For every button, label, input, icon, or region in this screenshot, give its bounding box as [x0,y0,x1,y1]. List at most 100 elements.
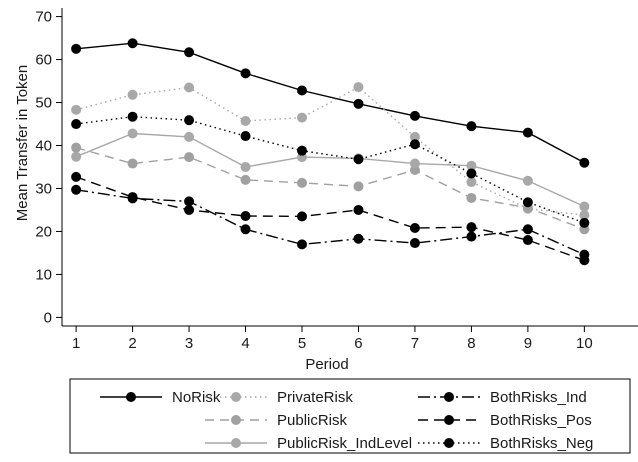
y-axis-label: Mean Transfer in Token [14,65,31,221]
data-point [71,151,82,162]
legend-swatch-marker [231,392,241,402]
legend-swatch-marker [444,392,454,402]
data-point [579,255,590,266]
y-tick-label: 40 [35,138,52,155]
data-point [240,210,251,221]
data-point [240,224,251,235]
x-tick-label: 9 [524,335,532,352]
data-point [184,82,195,93]
x-tick-label: 3 [185,335,193,352]
data-point [71,119,82,130]
data-point [409,131,420,142]
data-point [71,43,82,54]
x-tick-label: 7 [411,335,419,352]
legend-item: BothRisks_Ind [418,389,587,406]
x-tick-label: 1 [72,335,80,352]
legend-label: BothRisks_Ind [490,389,587,406]
series-line [75,147,585,230]
data-point [127,128,138,139]
series-line [75,86,585,216]
data-point [184,47,195,58]
data-point [522,235,533,246]
data-point [466,222,477,233]
y-tick-label: 60 [35,52,52,69]
data-point [297,211,307,222]
series-BothRisks_Pos [71,171,590,266]
x-axis-label: Period [305,356,348,373]
data-point [579,157,590,168]
data-point [71,184,82,195]
legend-item: BothRisks_Neg [418,435,593,452]
y-tick-label: 70 [35,9,52,26]
legend-swatch-marker [126,392,136,402]
data-point [409,110,420,121]
legend-item: NoRisk [100,389,221,406]
y-tick-label: 10 [35,266,52,283]
data-point [522,197,533,208]
x-tick-label: 8 [467,335,475,352]
data-point [127,89,138,100]
data-point [579,210,590,221]
data-point [240,116,251,127]
data-point [466,231,477,242]
series-line [75,176,585,261]
y-tick-label: 0 [44,309,52,326]
data-point [353,181,364,192]
legend-label: PublicRisk [277,412,348,429]
legend-label: BothRisks_Neg [490,435,593,452]
legend-item: PrivateRisk [205,389,353,406]
data-point [184,152,195,163]
data-point [466,121,477,132]
x-tick-label: 10 [576,335,593,352]
legend-swatch-marker [231,438,241,448]
series-line [76,115,585,224]
data-point [466,168,477,179]
series-PublicRisk [71,142,590,235]
data-point [184,196,195,207]
data-point [240,131,251,142]
data-point [240,174,251,185]
data-point [579,217,590,228]
legend-item: PublicRisk_IndLevel [205,435,412,452]
series-NoRisk [71,38,590,168]
data-point [353,82,364,93]
series-PrivateRisk [71,82,590,221]
data-point [409,223,420,234]
data-point [353,98,364,109]
data-point [353,154,364,165]
series-line [75,132,585,208]
legend-label: PublicRisk_IndLevel [277,435,412,452]
data-point [127,111,138,122]
data-point [127,38,138,49]
data-point [466,177,477,188]
series-layer [71,38,590,266]
data-point [466,160,477,171]
legend-swatch-marker [444,438,454,448]
series-BothRisks_Neg [71,111,590,228]
legend-label: BothRisks_Pos [490,412,592,429]
y-tick-label: 50 [35,95,52,112]
legend-swatch-marker [231,415,241,425]
data-point [409,158,420,169]
data-point [297,85,307,96]
data-point [353,204,364,215]
data-point [240,162,251,172]
data-point [71,104,82,115]
legend: NoRisk PrivateRisk PublicRisk PublicRisk_In… [69,378,631,454]
x-tick-label: 2 [128,335,136,352]
y-tick-label: 20 [35,223,52,240]
data-point [297,239,307,250]
series-line [76,42,585,164]
data-point [522,224,533,235]
data-point [127,158,138,169]
x-tick-label: 5 [298,335,306,352]
legend-box [69,378,631,454]
x-tick-label: 6 [354,335,362,352]
legend-label: PrivateRisk [277,389,353,406]
data-point [184,204,195,215]
legend-item: BothRisks_Pos [418,412,592,429]
data-point [466,192,477,203]
data-point [127,192,138,203]
data-point [353,233,364,244]
